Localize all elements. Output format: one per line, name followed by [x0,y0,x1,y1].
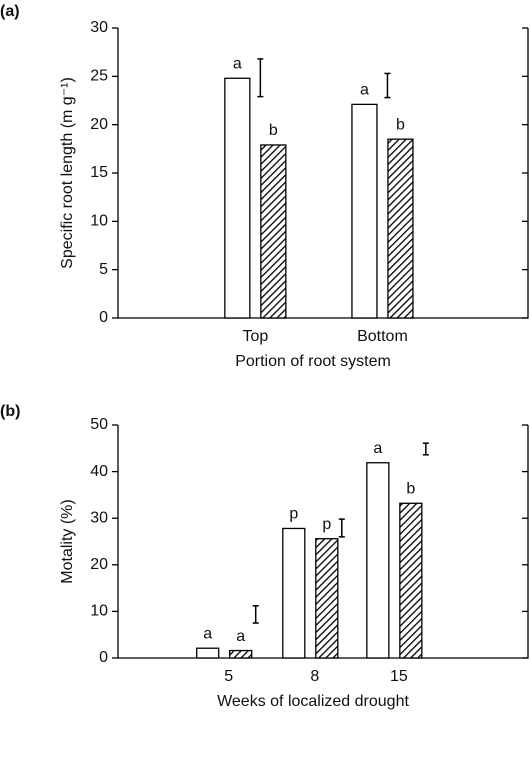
y-tick-label: 10 [90,213,108,230]
x-tick-label: 15 [390,668,408,685]
significance-letter: a [233,55,242,72]
bar [315,538,339,659]
x-tick-label: 8 [310,668,319,685]
x-tick-label: Bottom [357,328,408,345]
x-axis-label: Weeks of localized drought [217,693,409,710]
axis-frame [117,28,529,319]
y-tick-label: 0 [99,309,108,326]
y-tick-label: 20 [90,556,108,573]
y-tick-label: 20 [90,116,108,133]
y-tick-label: 50 [90,416,108,433]
bar [387,138,414,319]
y-axis-label: Motality (%) [59,499,76,583]
panel-label: (b) [0,403,20,420]
y-tick-label: 30 [90,19,108,36]
y-tick-label: 5 [99,261,108,278]
bar [366,462,390,659]
panel-label: (a) [0,3,20,20]
significance-letter: b [269,122,278,139]
significance-letter: b [396,116,405,133]
significance-letter: a [236,628,245,645]
y-tick-label: 0 [99,649,108,666]
bar [282,527,306,659]
significance-letter: a [203,625,212,642]
y-tick-label: 15 [90,164,108,181]
y-tick-label: 10 [90,603,108,620]
bar [260,144,287,319]
x-axis-label: Portion of root system [235,353,391,370]
significance-letter: p [322,516,331,533]
y-tick-label: 40 [90,463,108,480]
bar [196,647,220,659]
significance-letter: b [406,481,415,498]
bar [351,103,378,319]
x-tick-label: 5 [224,668,233,685]
x-tick-label: Top [242,328,268,345]
bar [224,77,251,319]
bar [229,649,253,659]
y-tick-label: 30 [90,509,108,526]
significance-letter: a [360,82,369,99]
y-tick-label: 25 [90,68,108,85]
y-axis-label: Specific root length (m g⁻¹) [59,77,76,269]
significance-letter: a [373,440,382,457]
bar [399,502,423,659]
significance-letter: p [289,506,298,523]
